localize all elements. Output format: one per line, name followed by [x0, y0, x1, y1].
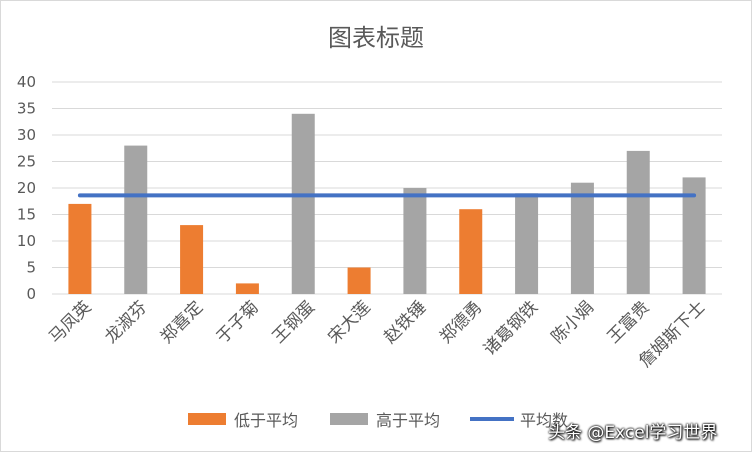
y-tick-label: 25 [17, 153, 36, 171]
bar-above [682, 177, 706, 294]
y-tick-label: 15 [17, 206, 36, 224]
bars [68, 113, 706, 294]
x-tick-label: 王富贵 [604, 297, 654, 347]
y-tick-label: 20 [17, 179, 36, 197]
y-tick-label: 10 [17, 232, 36, 250]
legend-swatch-average [470, 417, 514, 421]
legend-swatch-above [330, 413, 368, 425]
legend-label-above: 高于平均 [376, 411, 441, 430]
y-tick-label: 0 [26, 285, 36, 303]
x-tick-label: 于子菊 [213, 297, 263, 347]
y-tick-label: 35 [17, 100, 36, 118]
legend-item-above: 高于平均 [330, 407, 440, 431]
y-tick-label: 40 [17, 73, 36, 91]
x-tick-label: 王钢蛋 [269, 297, 319, 347]
bar-above [291, 113, 315, 294]
x-tick-label: 宋大莲 [324, 297, 374, 347]
y-tick-label: 5 [26, 259, 36, 277]
legend-item-average: 平均数 [470, 407, 568, 431]
y-tick-label: 30 [17, 126, 36, 144]
legend: 低于平均 高于平均 平均数 [0, 407, 752, 431]
x-tick-label: 郑德勇 [436, 297, 486, 347]
bar-above [515, 193, 539, 294]
legend-label-below: 低于平均 [234, 411, 299, 430]
x-tick-label: 马凤英 [45, 297, 95, 347]
bar-below [235, 283, 259, 294]
bar-below [347, 267, 371, 294]
legend-item-below: 低于平均 [188, 407, 298, 431]
x-tick-label: 诸葛钢铁 [480, 297, 542, 359]
legend-swatch-below [188, 413, 226, 425]
bar-above [626, 150, 650, 294]
y-axis-ticks: 0 5 10 15 20 25 30 35 40 [17, 73, 36, 303]
bar-below [459, 209, 483, 294]
bar-above [570, 182, 594, 294]
legend-label-average: 平均数 [520, 411, 569, 430]
bar-below [180, 225, 204, 294]
bar-below [68, 203, 92, 294]
x-tick-label: 郑喜定 [157, 297, 207, 347]
x-tick-label: 陈小娟 [548, 297, 598, 347]
x-tick-label: 赵铁锤 [380, 297, 430, 347]
watermark: 头条 @Excel学习世界 [548, 423, 718, 443]
x-tick-label: 龙淑芬 [101, 297, 151, 347]
bar-above [124, 145, 148, 294]
chart-title: 图表标题 [328, 24, 424, 52]
gridlines [52, 81, 722, 295]
bar-above [403, 188, 427, 294]
